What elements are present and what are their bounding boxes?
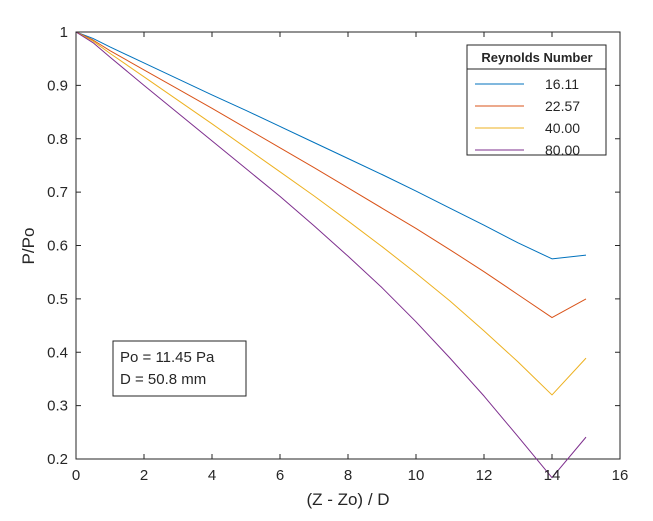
series-line-22-57 bbox=[75, 31, 587, 319]
x-tick-label: 6 bbox=[276, 467, 284, 484]
x-axis-label: (Z - Zo) / D bbox=[306, 490, 389, 509]
legend-label: 22.57 bbox=[545, 98, 580, 114]
legend: Reynolds Number 16.11 22.57 40.00 80.00 bbox=[466, 44, 607, 158]
series-line-40-00 bbox=[75, 31, 587, 396]
y-tick-label: 0.7 bbox=[47, 184, 68, 201]
y-tick-label: 0.2 bbox=[47, 451, 68, 468]
annotation: Po = 11.45 Pa D = 50.8 mm bbox=[112, 340, 247, 397]
x-tick-label: 14 bbox=[544, 467, 561, 484]
legend-label: 16.11 bbox=[545, 76, 579, 92]
y-tick-label: 0.5 bbox=[47, 291, 68, 308]
legend-box bbox=[466, 44, 607, 156]
x-tick-label: 8 bbox=[344, 467, 352, 484]
y-tick-label: 1 bbox=[60, 24, 68, 41]
annotation-line-d: D = 50.8 mm bbox=[120, 371, 206, 388]
annotation-line-po: Po = 11.45 Pa bbox=[120, 349, 215, 366]
series-line-16-11 bbox=[75, 31, 587, 260]
x-tick-label: 0 bbox=[72, 467, 80, 484]
tick-layer: 0 2 4 6 8 10 12 14 16 0.2 0.3 0.4 0.5 0.6 0.7 0.8 0.9 1 bbox=[47, 24, 628, 484]
y-axis-label: P/Po bbox=[19, 228, 38, 265]
series-line-80-00 bbox=[75, 31, 587, 479]
x-tick-label: 16 bbox=[612, 467, 629, 484]
legend-label: 40.00 bbox=[545, 120, 580, 136]
y-tick-label: 0.9 bbox=[47, 77, 68, 94]
x-tick-label: 12 bbox=[476, 467, 493, 484]
x-tick-label: 4 bbox=[208, 467, 216, 484]
y-tick-label: 0.3 bbox=[47, 398, 68, 415]
series-layer bbox=[75, 31, 587, 479]
y-tick-label: 0.6 bbox=[47, 238, 68, 255]
x-tick-label: 2 bbox=[140, 467, 148, 484]
legend-title: Reynolds Number bbox=[481, 50, 592, 65]
y-tick-label: 0.8 bbox=[47, 131, 68, 148]
legend-items: 16.11 22.57 40.00 80.00 bbox=[475, 76, 580, 158]
y-tick-label: 0.4 bbox=[47, 344, 68, 361]
legend-label: 80.00 bbox=[545, 142, 580, 158]
annotation-box bbox=[112, 340, 247, 397]
x-tick-label: 10 bbox=[408, 467, 425, 484]
